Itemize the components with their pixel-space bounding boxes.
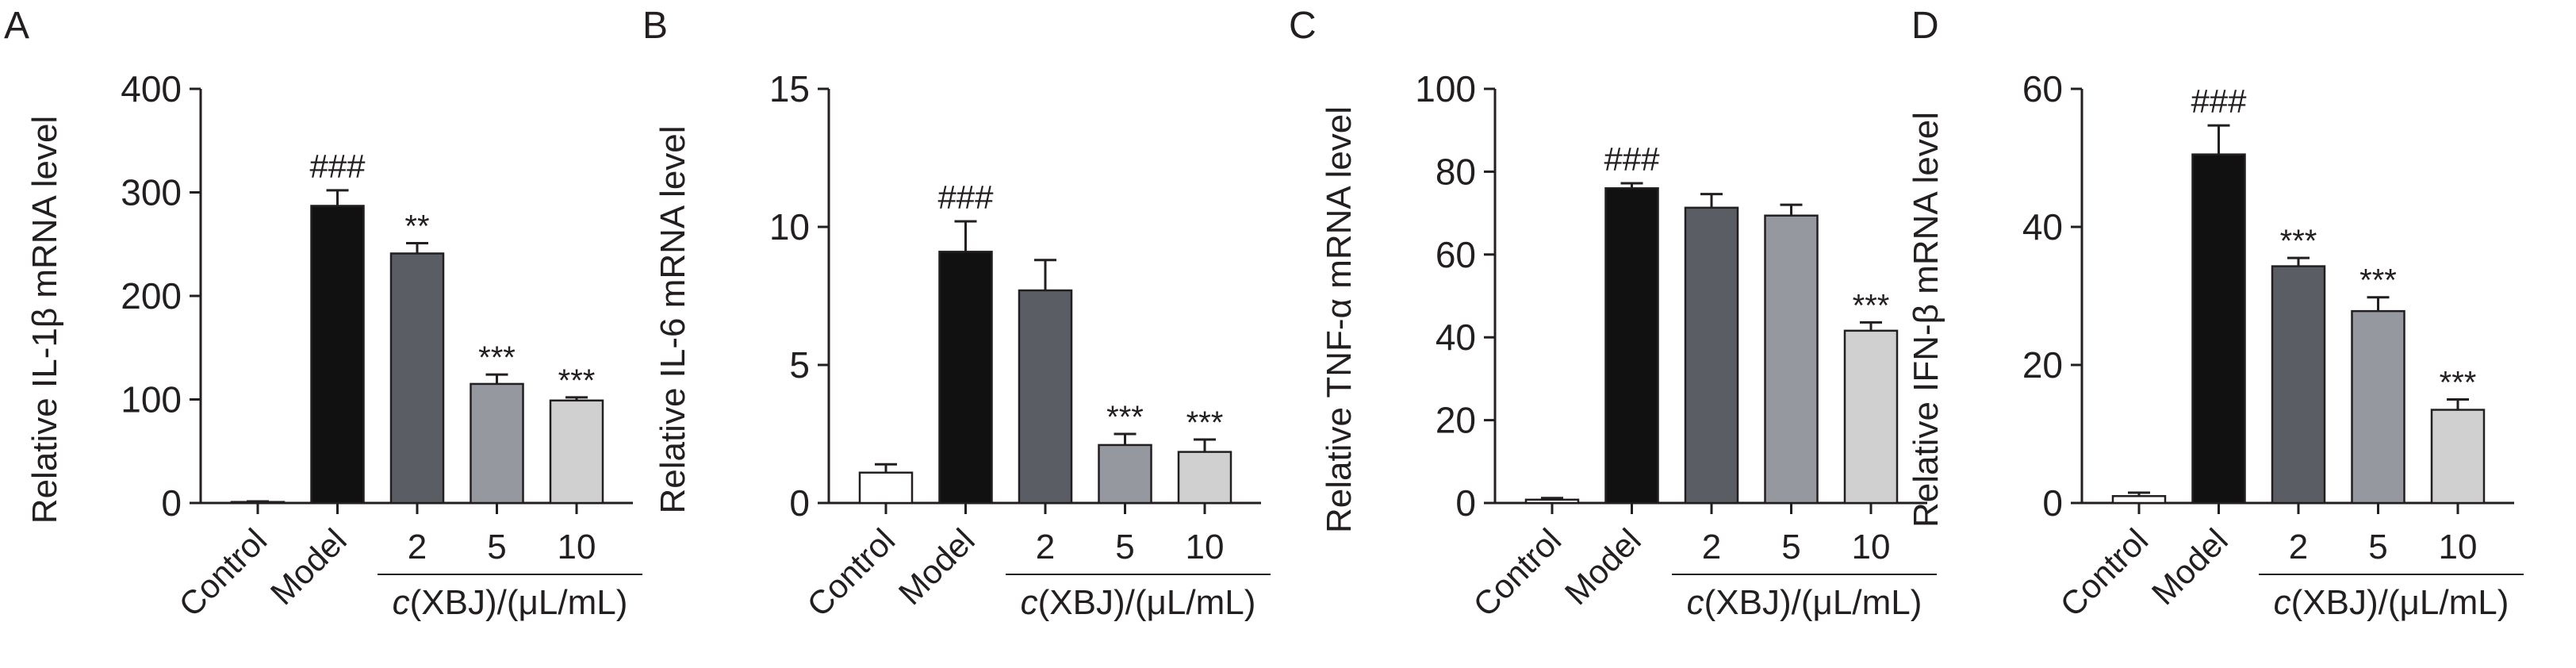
significance-marker: *** <box>558 363 596 398</box>
bar-5 <box>1098 443 1152 505</box>
group-label: c(XBJ)/(μL/mL) <box>393 583 628 622</box>
significance-marker: *** <box>1853 288 1890 323</box>
significance-marker: ### <box>309 148 366 185</box>
panel-label: D <box>1911 5 1939 47</box>
y-tick-label: 100 <box>121 379 182 420</box>
significance-marker: ** <box>404 209 429 244</box>
bar-2 <box>1684 206 1739 505</box>
bar-10 <box>1177 451 1232 505</box>
bar-model <box>1604 187 1659 505</box>
significance-marker: ### <box>1604 140 1660 178</box>
x-tick-label: Control <box>1466 521 1568 624</box>
bar-model <box>310 205 365 505</box>
x-tick-label: 5 <box>487 528 506 566</box>
y-tick-label: 80 <box>1436 151 1476 192</box>
x-tick-label: Model <box>1558 521 1648 612</box>
x-tick-label: 2 <box>408 528 427 566</box>
significance-marker: *** <box>1106 400 1144 435</box>
bar-5 <box>470 382 524 505</box>
y-axis-label: Relative IL-6 mRNA level <box>654 125 692 513</box>
y-tick-label: 200 <box>121 275 182 317</box>
bar-model <box>938 251 993 505</box>
x-tick-label: 10 <box>2439 528 2478 566</box>
bar-control <box>1524 498 1580 505</box>
x-tick-label: 10 <box>1186 528 1225 566</box>
x-tick-label: Control <box>171 521 274 624</box>
y-tick-label: 20 <box>1436 400 1476 441</box>
x-tick-label: Model <box>891 521 982 612</box>
x-tick-label: 5 <box>1781 528 1800 566</box>
y-tick-label: 60 <box>1436 234 1476 275</box>
x-tick-label: 5 <box>1115 528 1134 566</box>
y-tick-label: 15 <box>769 68 810 109</box>
y-tick-label: 60 <box>2022 68 2063 109</box>
bar-model <box>2191 153 2246 505</box>
significance-marker: *** <box>1186 405 1224 440</box>
significance-marker: ### <box>2191 83 2247 120</box>
group-label: c(XBJ)/(μL/mL) <box>2274 583 2509 622</box>
y-tick-label: 0 <box>789 482 810 524</box>
x-tick-label: 2 <box>1036 528 1055 566</box>
x-tick-label: 5 <box>2368 528 2387 566</box>
x-tick-label: 10 <box>1852 528 1891 566</box>
significance-marker: *** <box>478 340 516 375</box>
y-tick-label: 5 <box>789 344 810 386</box>
y-tick-label: 300 <box>121 172 182 213</box>
x-tick-label: 10 <box>558 528 596 566</box>
bar-2 <box>389 252 445 505</box>
significance-marker: ### <box>937 179 994 216</box>
panel-label: A <box>4 5 29 47</box>
bar-control <box>858 471 914 505</box>
y-tick-label: 20 <box>2022 344 2063 386</box>
y-tick-label: 400 <box>121 68 182 109</box>
panel-label: C <box>1289 5 1317 47</box>
significance-marker: *** <box>2359 263 2397 298</box>
bar-control <box>230 501 286 505</box>
x-tick-label: Model <box>263 521 354 612</box>
x-tick-label: Control <box>799 521 902 624</box>
y-tick-label: 100 <box>1415 68 1476 109</box>
y-axis-label: Relative IL-1β mRNA level <box>25 116 64 524</box>
group-label: c(XBJ)/(μL/mL) <box>1687 583 1922 622</box>
bar-10 <box>549 399 604 505</box>
x-tick-label: 2 <box>2289 528 2308 566</box>
group-label: c(XBJ)/(μL/mL) <box>1021 583 1256 622</box>
significance-marker: *** <box>2440 366 2477 401</box>
x-tick-label: 2 <box>1702 528 1721 566</box>
y-tick-label: 10 <box>769 206 810 248</box>
y-tick-label: 0 <box>161 482 182 524</box>
bar-2 <box>2271 265 2326 505</box>
y-tick-label: 40 <box>2022 206 2063 248</box>
bar-control <box>2111 495 2167 505</box>
bar-10 <box>1843 329 1899 505</box>
y-axis-label: Relative TNF-α mRNA level <box>1320 106 1359 533</box>
bar-10 <box>2430 409 2486 505</box>
y-tick-label: 0 <box>2042 482 2063 524</box>
y-tick-label: 40 <box>1436 317 1476 358</box>
x-tick-label: Control <box>2053 521 2155 624</box>
y-tick-label: 0 <box>1455 482 1476 524</box>
bar-5 <box>2351 309 2405 505</box>
y-axis-label: Relative IFN-β mRNA level <box>1907 112 1945 528</box>
bar-2 <box>1018 289 1073 505</box>
bar-5 <box>1764 214 1819 505</box>
significance-marker: *** <box>2280 224 2317 259</box>
x-tick-label: Model <box>2145 521 2235 612</box>
panel-label: B <box>642 5 668 47</box>
